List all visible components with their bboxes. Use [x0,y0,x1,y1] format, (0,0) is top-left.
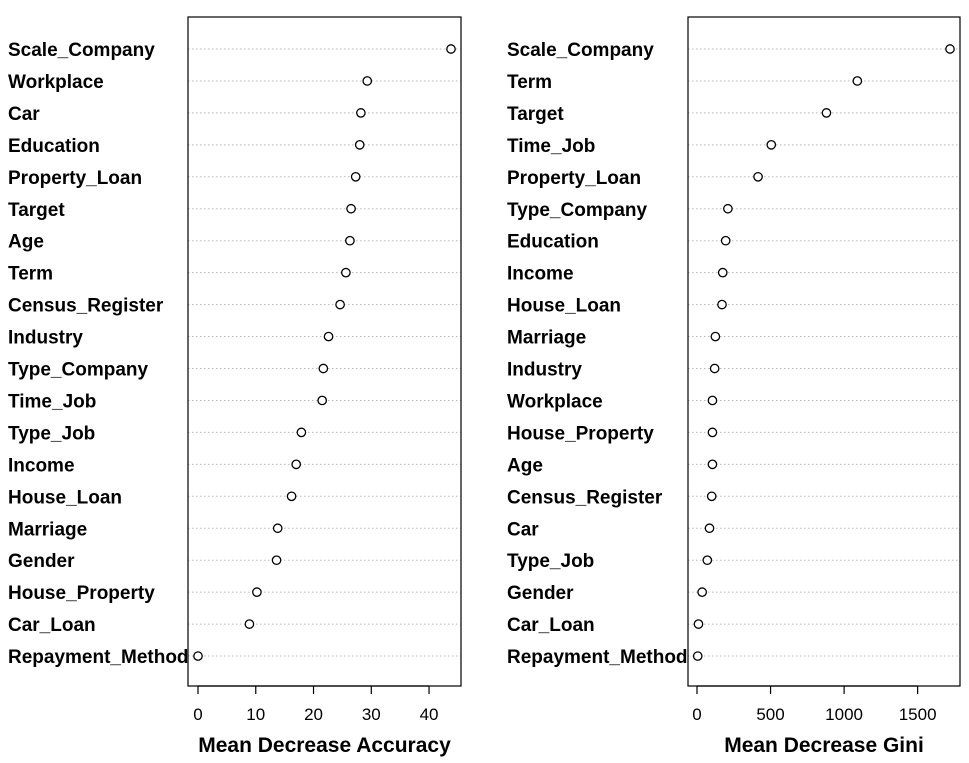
data-point [717,299,727,310]
category-label: Marriage [507,328,586,349]
category-label: Income [507,264,574,285]
data-point [446,44,456,54]
category-label: Property_Loan [8,168,142,189]
data-point [766,140,777,150]
data-point [323,331,334,342]
data-point [356,108,366,118]
category-label: Census_Register [8,296,164,317]
plot-frame [687,16,961,687]
category-label: House_Loan [507,296,621,317]
category-label: Type_Company [8,360,149,381]
category-label: House_Property [507,423,654,444]
data-point [723,203,733,214]
category-label: Repayment_Method [507,647,688,668]
data-point [706,491,717,502]
category-label: Property_Loan [507,168,641,189]
category-label: Car [8,104,40,125]
x-tick-label: 0 [692,705,701,724]
category-label: Car [507,519,539,540]
gini-panel: Scale_Company Term Target Time_Job Property_… [507,16,961,757]
category-label: Repayment_Method [8,647,189,668]
data-point [291,459,302,470]
category-label: Type_Job [8,423,95,444]
data-point [272,523,283,534]
category-label: House_Property [8,583,155,604]
data-point [362,76,373,86]
x-axis-title: Mean Decrease Gini [724,734,924,757]
category-label: Age [8,232,44,253]
data-point [271,555,282,566]
data-point [318,363,329,374]
data-point [693,619,704,629]
x-axis-title: Mean Decrease Accuracy [198,734,451,757]
x-tick-label: 40 [420,705,439,724]
data-point [945,44,955,54]
data-point [697,587,707,598]
category-label: Scale_Company [8,40,155,61]
plot-frame [187,16,462,687]
category-label: Scale_Company [507,40,654,61]
category-label: Time_Job [507,136,595,157]
data-point [244,619,255,629]
category-label: Term [507,72,552,93]
x-tick-label: 1500 [899,705,937,724]
category-label: Census_Register [507,487,663,508]
data-point [317,395,328,406]
category-label: Car_Loan [8,615,96,636]
data-point [341,267,351,278]
data-point [702,555,713,566]
category-label: Time_Job [8,391,96,412]
x-tick-label: 0 [193,705,202,724]
data-point [704,523,715,534]
x-tick-label: 500 [756,705,784,724]
category-label: Marriage [8,519,87,540]
data-point [821,108,832,118]
x-tick-label: 30 [362,705,381,724]
category-label: House_Loan [8,487,122,508]
data-point [707,427,718,438]
data-point [753,171,763,182]
data-point [710,331,721,342]
category-label: Workplace [8,72,104,93]
category-label: Gender [8,551,75,572]
category-label: Target [507,104,564,125]
category-label: Type_Company [507,200,648,221]
data-point [346,203,356,214]
data-point [335,299,345,310]
x-tick-label: 10 [246,705,265,724]
category-label: Income [8,455,75,476]
data-point [354,140,365,150]
category-label: Target [8,200,65,221]
category-label: Workplace [507,391,603,412]
data-point [707,459,718,470]
category-label: Age [507,455,543,476]
data-point [286,491,297,502]
accuracy-panel: Scale_Company Workplace Car Education Proper… [8,16,462,757]
category-label: Industry [8,328,83,349]
data-point [345,235,355,246]
data-point [852,76,863,86]
data-point [709,363,720,374]
data-point [193,651,203,661]
category-label: Industry [507,360,582,381]
data-point [296,427,307,438]
data-point [692,651,703,661]
x-tick-label: 20 [304,705,323,724]
data-point [720,235,731,246]
category-label: Gender [507,583,574,604]
category-label: Education [8,136,100,157]
x-tick-label: 1000 [825,705,863,724]
category-label: Term [8,264,53,285]
data-point [252,587,262,598]
data-point [350,171,361,182]
category-label: Education [507,232,599,253]
category-label: Car_Loan [507,615,595,636]
data-point [707,395,718,406]
data-point [717,267,728,278]
category-label: Type_Job [507,551,594,572]
